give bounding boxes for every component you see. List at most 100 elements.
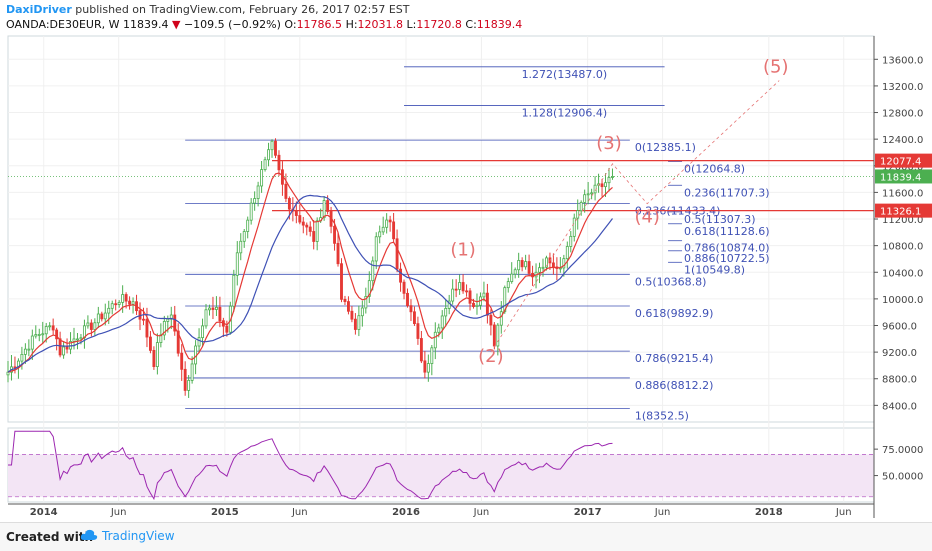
candle bbox=[565, 241, 569, 269]
candle-body bbox=[249, 202, 253, 221]
candle-body bbox=[513, 269, 517, 275]
candle-body bbox=[565, 246, 569, 260]
candle bbox=[82, 319, 86, 349]
candle-body bbox=[103, 312, 107, 320]
candle-body bbox=[114, 303, 118, 306]
candle bbox=[343, 295, 347, 306]
candle bbox=[492, 322, 496, 350]
candle bbox=[260, 160, 264, 193]
candle bbox=[576, 199, 580, 230]
candle bbox=[336, 231, 340, 267]
candle bbox=[451, 279, 455, 305]
candle bbox=[187, 375, 191, 398]
candle bbox=[360, 300, 364, 327]
candle-body bbox=[371, 260, 375, 282]
candle bbox=[30, 329, 34, 360]
candle bbox=[572, 213, 576, 242]
candle-body bbox=[545, 257, 548, 268]
y-tick-label: 11200.0 bbox=[882, 215, 923, 226]
wave-path bbox=[490, 80, 780, 353]
candle-body bbox=[538, 267, 541, 273]
candle-body bbox=[343, 298, 347, 302]
last-price: 11839.4 bbox=[122, 18, 169, 31]
candle-body bbox=[517, 260, 521, 271]
candle bbox=[461, 274, 465, 294]
candle-body bbox=[162, 321, 166, 336]
y-tick-label: 10800.0 bbox=[882, 242, 923, 253]
candle-body bbox=[600, 183, 604, 188]
symbol-label[interactable]: OANDA:DE30EUR, W bbox=[6, 18, 120, 31]
candle-body bbox=[110, 303, 114, 309]
candle-body bbox=[62, 346, 66, 356]
candle-body bbox=[604, 182, 607, 188]
y-tick-label: 13200.0 bbox=[882, 82, 923, 93]
candle bbox=[214, 296, 218, 317]
candles bbox=[6, 138, 614, 398]
candle bbox=[340, 258, 343, 303]
candle bbox=[357, 305, 361, 337]
candle-body bbox=[482, 292, 486, 298]
candle-body bbox=[256, 185, 260, 199]
candle-body bbox=[433, 331, 437, 349]
tradingview-logo[interactable]: TradingView bbox=[80, 528, 175, 543]
candle bbox=[496, 323, 500, 356]
candle-body bbox=[284, 183, 288, 199]
candle bbox=[520, 257, 524, 272]
candle bbox=[513, 267, 517, 279]
y-tick-label: 9200.0 bbox=[882, 348, 917, 359]
candle-body bbox=[145, 318, 149, 338]
candle bbox=[204, 303, 208, 329]
price-tag bbox=[875, 169, 932, 184]
candle bbox=[423, 351, 427, 379]
wave-label: (4) bbox=[634, 206, 660, 227]
author-link[interactable]: DaxiDriver bbox=[6, 3, 72, 16]
candle bbox=[225, 320, 229, 337]
candle bbox=[489, 309, 493, 336]
candle bbox=[482, 281, 486, 302]
footer: Created with TradingView bbox=[0, 522, 932, 551]
candle bbox=[239, 233, 243, 261]
y-tick-label: 11600.0 bbox=[882, 188, 923, 199]
candle bbox=[100, 311, 104, 322]
candle-body bbox=[541, 266, 545, 269]
cloud-icon bbox=[80, 529, 98, 540]
candle bbox=[406, 288, 409, 308]
candle bbox=[611, 168, 614, 180]
candle-body bbox=[89, 322, 93, 330]
candle bbox=[454, 279, 458, 298]
candle-body bbox=[20, 353, 24, 362]
fib-level-label: 0.5(10368.8) bbox=[635, 275, 707, 288]
candle bbox=[246, 216, 250, 239]
candle-body bbox=[72, 338, 76, 342]
rsi-tick-label: 50.0000 bbox=[882, 472, 923, 483]
rsi-panel bbox=[8, 430, 874, 501]
fib-level-label: 0.886(8812.2) bbox=[635, 379, 714, 392]
candle bbox=[426, 354, 430, 382]
candle bbox=[402, 279, 406, 300]
candle-body bbox=[128, 300, 132, 305]
candle bbox=[367, 271, 371, 304]
candle-body bbox=[270, 140, 274, 151]
x-tick-label: 2015 bbox=[211, 507, 239, 518]
price-tag-label: 11326.1 bbox=[880, 207, 921, 218]
fib-small-label: 0.236(11707.3) bbox=[684, 186, 770, 199]
y-tick-label: 10400.0 bbox=[882, 268, 923, 279]
candle-body bbox=[579, 201, 583, 212]
candle-body bbox=[340, 263, 343, 300]
candle-body bbox=[586, 193, 590, 196]
candle-body bbox=[148, 336, 152, 351]
candle-body bbox=[267, 149, 270, 161]
candle bbox=[176, 323, 180, 357]
brand-label: TradingView bbox=[102, 529, 175, 543]
candle bbox=[301, 216, 305, 234]
candle-body bbox=[430, 347, 434, 364]
candle-body bbox=[34, 334, 38, 337]
chart-canvas[interactable]: 0(12385.1)0.236(11433.4)0.5(10368.8)0.61… bbox=[0, 0, 932, 522]
x-tick-label: Jun bbox=[654, 507, 671, 518]
candle bbox=[173, 305, 177, 336]
candle bbox=[117, 300, 121, 308]
candle bbox=[312, 219, 316, 250]
candle bbox=[86, 315, 90, 329]
price-tag bbox=[875, 153, 932, 168]
candle-body bbox=[44, 326, 48, 335]
